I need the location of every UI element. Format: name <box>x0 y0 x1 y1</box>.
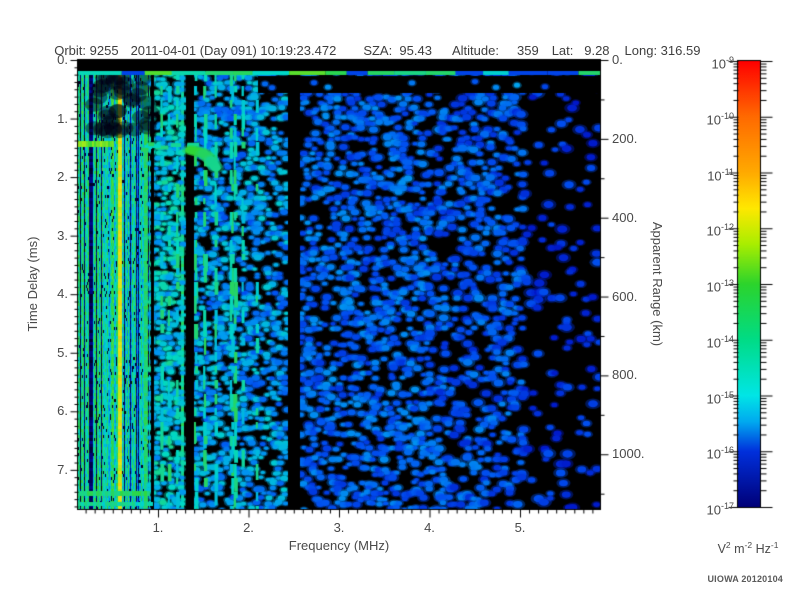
colorbar-tick-label: 10-14 <box>706 333 734 351</box>
y-left-tick-label: 2. <box>57 169 68 185</box>
y-left-tick-label: 1. <box>57 110 68 126</box>
y-right-tick-label: 400. <box>612 209 638 225</box>
colorbar-tick-label: 10-9 <box>711 55 734 72</box>
y-right-tick-label: 0. <box>612 52 623 67</box>
colorbar-tick-label: 10-12 <box>706 222 734 239</box>
colorbar-tick-label: 10-11 <box>707 166 734 183</box>
x-tick-label: 3. <box>333 520 345 535</box>
x-axis-title-frequency: Frequency (MHz) <box>288 538 390 553</box>
datetime-field: 2011-04-01 (Day 091) 10:19:23.472 <box>130 43 337 58</box>
x-tick-label: 2. <box>243 520 254 535</box>
colorbar-tick-label: 10-16 <box>706 445 734 462</box>
y-right-tick-label: 800. <box>612 367 638 383</box>
credit-text: UIOWA 20120104 <box>707 574 783 584</box>
status-header: Orbit: 9255 2011-04-01 (Day 091) 10:19:23… <box>47 28 700 58</box>
colorbar-tick-label: 10-17 <box>706 501 734 518</box>
orbit-field: Orbit: 9255 <box>54 43 119 58</box>
x-tick-label: 1. <box>152 520 164 535</box>
y-left-tick-label: 6. <box>57 403 68 419</box>
colorbar-units-label: V2 m-2 Hz-1 <box>717 540 779 557</box>
y-right-tick-label: 200. <box>612 130 638 146</box>
y-right-tick-label: 1000. <box>612 446 645 462</box>
y-left-tick-label: 5. <box>57 344 68 360</box>
sza-field: SZA: 95.43 <box>363 43 432 58</box>
colorbar-tick-label: 10-15 <box>706 389 734 406</box>
colorbar-tick-label: 10-13 <box>706 278 734 295</box>
y-right-tick-label: 600. <box>612 288 638 304</box>
colorbar-tick-label: 10-10 <box>706 110 734 128</box>
y-left-tick-label: 4. <box>57 286 68 302</box>
y-left-tick-label: 3. <box>57 227 68 243</box>
altitude-field: Altitude: 359 <box>451 43 539 58</box>
y-left-tick-label: 0. <box>57 52 68 67</box>
x-tick-label: 4. <box>424 520 435 535</box>
x-tick-label: 5. <box>514 520 526 535</box>
longitude-field: Long: 316.59 <box>624 43 701 58</box>
latitude-field: Lat: 9.28 <box>551 43 610 58</box>
y-left-tick-label: 7. <box>57 461 68 477</box>
